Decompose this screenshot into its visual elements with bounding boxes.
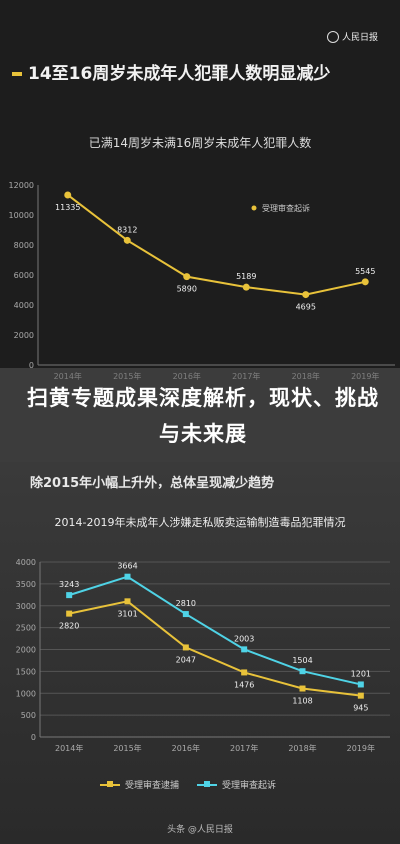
legend-swatch-cyan: [197, 780, 218, 787]
x-tick-label: 2017年: [230, 743, 258, 753]
data-label: 5890: [177, 285, 197, 294]
data-point: [66, 592, 73, 599]
chart2: 0 500 1000 1500 2000 2500 3000 3500 4000 2014年 201…: [16, 558, 390, 753]
overlay-band: [0, 368, 400, 462]
data-label: 1504: [292, 656, 312, 665]
x-tick-label: 2019年: [347, 743, 375, 753]
data-label: 3664: [117, 562, 137, 571]
data-point: [242, 283, 250, 291]
top-panel: [0, 0, 400, 368]
x-tick-label: 2016年: [172, 743, 200, 753]
brand-name: 人民日报: [341, 33, 378, 43]
x-tick-label: 2018年: [288, 743, 316, 753]
data-point: [361, 278, 369, 286]
data-point: [299, 668, 306, 675]
data-label: 1476: [234, 680, 254, 689]
y-tick-label: 4000: [14, 301, 34, 310]
data-label: 3101: [117, 609, 137, 618]
data-point: [182, 611, 189, 618]
data-point: [64, 191, 72, 199]
y-tick-label: 2500: [16, 624, 36, 633]
data-label: 5545: [355, 267, 375, 276]
legend-label-arrest: 受理审查逮捕: [125, 781, 180, 791]
data-point: [183, 273, 191, 281]
y-tick-label: 4000: [16, 558, 36, 567]
y-tick-label: 2000: [16, 646, 36, 655]
y-tick-label: 3500: [16, 580, 36, 589]
x-tick-label: 2014年: [55, 743, 83, 753]
series-line-1: [68, 575, 362, 686]
data-point: [299, 685, 306, 692]
legend-swatch-yellow: [100, 780, 120, 787]
section1-heading-text: 14至16周岁未成年人犯罪人数明显减少: [28, 64, 331, 84]
data-point: [357, 681, 364, 688]
legend-marker: [251, 205, 257, 211]
y-tick-label: 12000: [9, 181, 34, 190]
data-point: [123, 236, 131, 244]
article-title[interactable]: 扫黄专题成果深度解析，现状、挑战与未来展: [27, 386, 379, 446]
legend-item-prosecute: 受理审查起诉: [197, 778, 276, 791]
data-label: 3243: [59, 580, 79, 589]
series-line-0: [68, 600, 361, 697]
brand-logo: 人民日报: [326, 30, 378, 43]
legend-label-prosecute: 受理审查起诉: [222, 781, 277, 791]
y-tick-label: 1000: [16, 689, 36, 698]
y-tick-label: 0: [29, 361, 34, 370]
y-tick-label: 8000: [14, 241, 34, 250]
data-label: 945: [353, 704, 368, 713]
series-line-0: [67, 194, 366, 296]
y-tick-label: 10000: [9, 211, 34, 220]
brand-icon: [326, 30, 339, 43]
footer-source: 头条 @人民日报: [167, 825, 233, 835]
y-tick-label: 6000: [14, 271, 34, 280]
data-label: 2820: [59, 622, 79, 631]
legend-label: 受理审查起诉: [262, 203, 310, 213]
data-label: 2047: [176, 655, 196, 664]
data-label: 1201: [351, 669, 371, 678]
data-point: [124, 573, 131, 580]
data-point: [241, 669, 248, 676]
data-point: [66, 610, 73, 617]
chart1-title: 已满14周岁未满16周岁未成年人犯罪人数: [88, 136, 312, 150]
y-tick-label: 500: [21, 711, 36, 720]
section1-heading: 14至16周岁未成年人犯罪人数明显减少: [12, 62, 372, 87]
data-point: [357, 692, 364, 699]
chart2-legend: 受理审查逮捕 受理审查起诉: [100, 778, 276, 791]
data-label: 11335: [55, 203, 80, 212]
data-point: [302, 291, 310, 299]
data-point: [124, 598, 131, 605]
data-point: [182, 644, 189, 651]
y-tick-label: 0: [31, 733, 36, 742]
data-label: 4695: [296, 303, 316, 312]
y-tick-label: 1500: [16, 667, 36, 676]
legend-item-arrest: 受理审查逮捕: [100, 778, 179, 791]
section2-heading: 除2015年小幅上升外，总体呈现减少趋势: [30, 476, 275, 491]
data-label: 2810: [176, 599, 196, 608]
chart2-title: 2014-2019年未成年人涉嫌走私贩卖运输制造毒品犯罪情况: [54, 516, 346, 529]
x-tick-label: 2015年: [113, 743, 141, 753]
data-label: 8312: [117, 225, 137, 234]
chart1: 0200040006000800010000120002014年2015年201…: [9, 181, 395, 380]
y-tick-label: 3000: [16, 602, 36, 611]
data-label: 1108: [292, 697, 312, 706]
y-tick-label: 2000: [14, 331, 34, 340]
data-point: [241, 646, 248, 653]
heading-bar-icon: [12, 72, 22, 76]
data-label: 5189: [236, 272, 256, 281]
data-label: 2003: [234, 634, 254, 643]
